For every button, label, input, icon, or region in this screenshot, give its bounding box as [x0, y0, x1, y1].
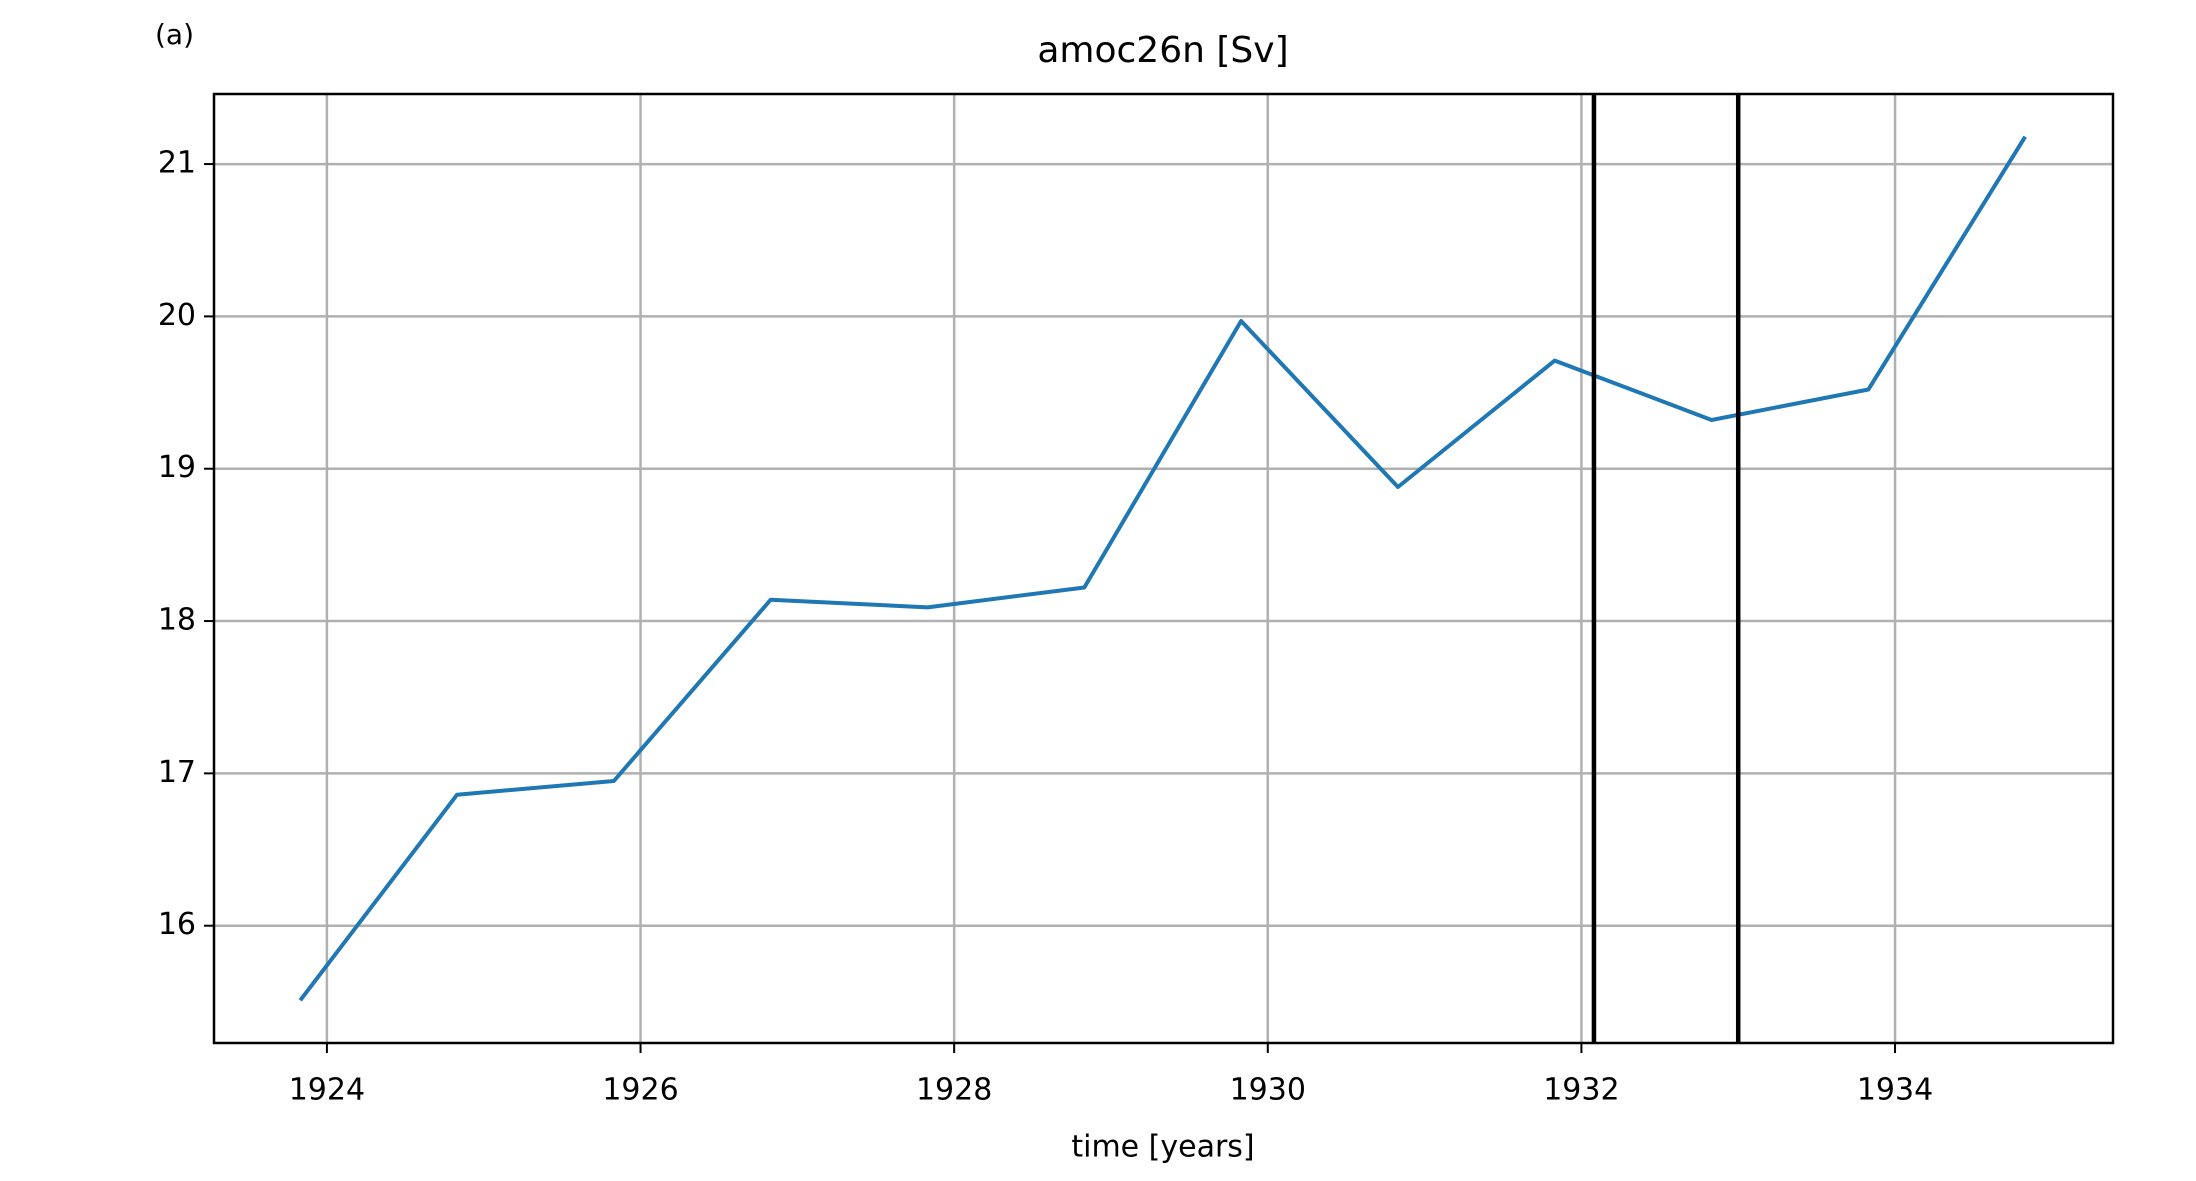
x-tick-label: 1928: [916, 1073, 992, 1108]
x-tick-label: 1930: [1230, 1073, 1306, 1108]
y-tick-label: 19: [158, 450, 196, 485]
x-tick-label: 1924: [289, 1073, 365, 1108]
x-axis-label: time [years]: [1071, 1130, 1254, 1165]
y-tick-label: 17: [158, 755, 196, 790]
y-tick-label: 16: [158, 907, 196, 942]
y-tick-label: 21: [158, 146, 196, 181]
x-tick-label: 1934: [1857, 1073, 1933, 1108]
plot-frame: [212, 92, 2115, 1045]
y-tick-label: 20: [158, 298, 196, 333]
data-line: [298, 135, 2027, 1002]
x-tick-label: 1932: [1543, 1073, 1619, 1108]
y-tick-label: 18: [158, 603, 196, 638]
panel-label: (a): [155, 18, 194, 51]
chart-title: amoc26n [Sv]: [1037, 30, 1288, 71]
x-tick-label: 1926: [602, 1073, 678, 1108]
